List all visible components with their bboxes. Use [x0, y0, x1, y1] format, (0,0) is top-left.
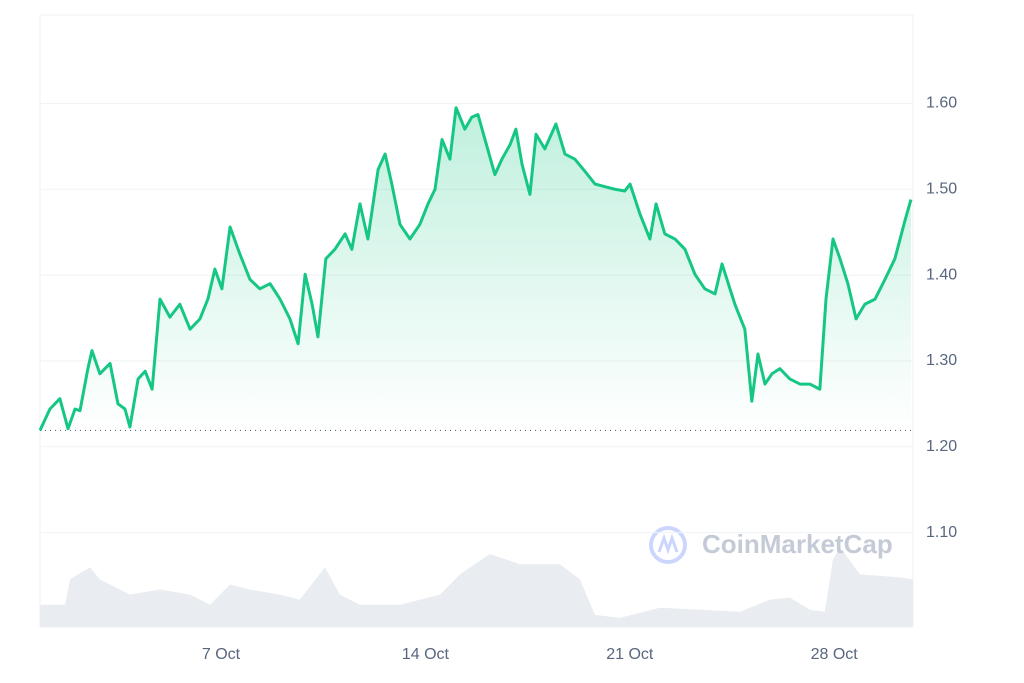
watermark: CoinMarketCap	[702, 529, 893, 559]
y-tick-label: 1.30	[926, 352, 957, 369]
price-area	[40, 107, 911, 431]
y-tick-label: 1.10	[926, 524, 957, 541]
x-tick-label: 7 Oct	[202, 646, 241, 663]
x-tick-label: 21 Oct	[606, 646, 654, 663]
y-tick-label: 1.40	[926, 266, 957, 283]
y-tick-label: 1.50	[926, 180, 957, 197]
y-tick-label: 1.60	[926, 95, 957, 112]
x-tick-label: 28 Oct	[811, 646, 859, 663]
x-tick-label: 14 Oct	[402, 646, 450, 663]
volume-area	[40, 547, 913, 627]
watermark-logo	[649, 526, 687, 564]
y-tick-label: 1.20	[926, 438, 957, 455]
price-line	[38, 106, 913, 432]
